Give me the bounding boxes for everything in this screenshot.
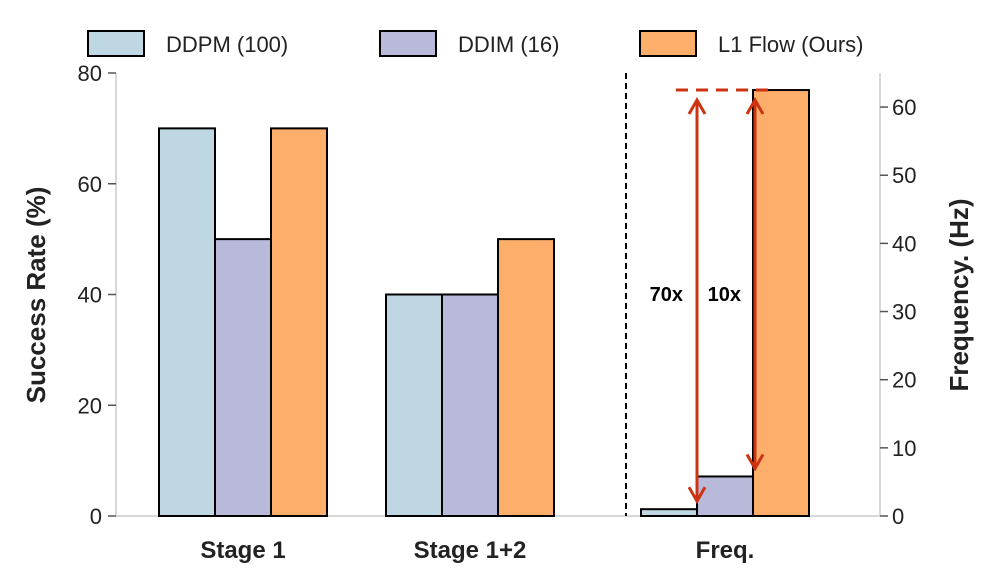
left-axis-title: Success Rate (%)	[21, 187, 51, 404]
right-tick-label: 40	[892, 231, 916, 256]
legend-swatch	[87, 30, 145, 57]
bar-stage-1-2-2	[497, 238, 555, 517]
category-axis: Stage 1 Stage 1+2 Freq.	[200, 537, 754, 564]
right-tick-label: 50	[892, 163, 916, 188]
right-tick-label: 0	[892, 504, 904, 529]
bar-stage-1-2-1	[441, 293, 499, 517]
speedup-label: 70x	[650, 284, 683, 306]
plot-area	[115, 73, 881, 518]
category-label: Freq.	[696, 537, 755, 564]
arrow-head-down	[687, 486, 707, 505]
bar-stage-1-2	[270, 127, 328, 517]
arrow-head-down	[745, 453, 765, 472]
annotations: 70x 10x	[650, 88, 773, 505]
category-label: Stage 1	[200, 537, 285, 564]
speedup-label: 10x	[708, 284, 741, 306]
right-tick-label: 60	[892, 95, 916, 120]
legend-swatch	[639, 30, 697, 57]
legend-label: L1 Flow (Ours)	[718, 32, 863, 57]
arrow-head-up	[745, 97, 765, 115]
bar-freq--1	[696, 475, 754, 517]
right-tick-label: 30	[892, 300, 916, 325]
bar-stage-1-2-0	[385, 293, 443, 517]
bar-stage-1-0	[158, 127, 216, 517]
right-tick-label: 10	[892, 436, 916, 461]
arrow-head-up	[687, 97, 707, 115]
legend: DDPM (100) DDIM (16) L1 Flow (Ours)	[87, 30, 863, 57]
left-tick-label: 40	[78, 283, 102, 308]
left-tick-label: 80	[78, 61, 102, 86]
bar-freq--2	[752, 89, 810, 518]
legend-label: DDPM (100)	[166, 32, 288, 57]
left-tick-label: 20	[78, 393, 102, 418]
left-tick-label: 0	[90, 504, 102, 529]
bar-stage-1-1	[214, 238, 272, 517]
right-axis-title: Frequency. (Hz)	[944, 198, 974, 391]
left-tick-label: 60	[78, 172, 102, 197]
right-tick-label: 20	[892, 368, 916, 393]
legend-label: DDIM (16)	[458, 32, 559, 57]
bar-freq--0	[640, 508, 698, 517]
legend-swatch	[379, 30, 437, 57]
category-label: Stage 1+2	[414, 537, 527, 564]
left-axis: 0 20 40 60 80	[78, 61, 116, 529]
right-axis: 0 10 20 30 40 50 60	[880, 95, 916, 529]
